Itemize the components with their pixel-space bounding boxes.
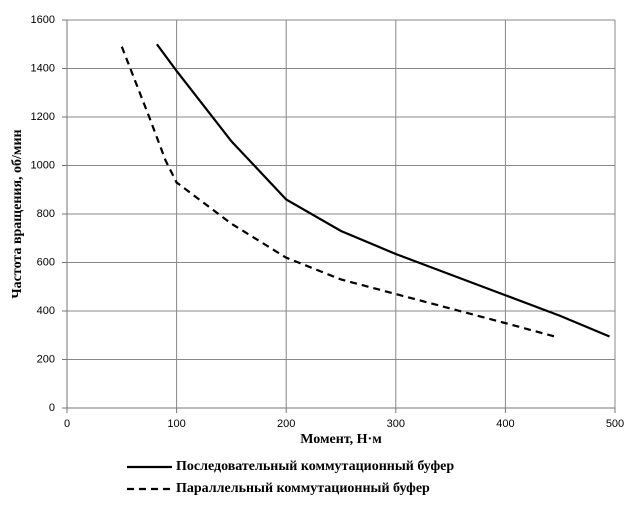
x-axis-label: Момент, Н·м (300, 432, 382, 447)
y-tick-label: 600 (37, 256, 55, 268)
series-line (120, 46, 556, 338)
y-tick-label: 200 (37, 353, 55, 365)
y-tick-label: 1400 (31, 62, 55, 74)
y-tick-label: 400 (37, 305, 55, 317)
x-tick-label: 400 (496, 418, 514, 430)
y-tick-label: 1600 (31, 14, 55, 26)
legend-label: Параллельный коммутационный буфер (176, 481, 430, 496)
series-line (155, 43, 610, 338)
x-tick-label: 200 (277, 418, 295, 430)
x-tick-label: 0 (64, 418, 70, 430)
legend-label: Последовательный коммутационный буфер (176, 459, 454, 474)
y-tick-label: 1000 (31, 159, 55, 171)
y-tick-label: 1200 (31, 111, 55, 123)
y-axis-label: Частота вращения, об/мин (10, 129, 25, 298)
y-tick-label: 0 (49, 402, 55, 414)
x-tick-label: 300 (387, 418, 405, 430)
x-tick-label: 100 (167, 418, 185, 430)
x-tick-label: 500 (606, 418, 624, 430)
y-tick-label: 800 (37, 208, 55, 220)
